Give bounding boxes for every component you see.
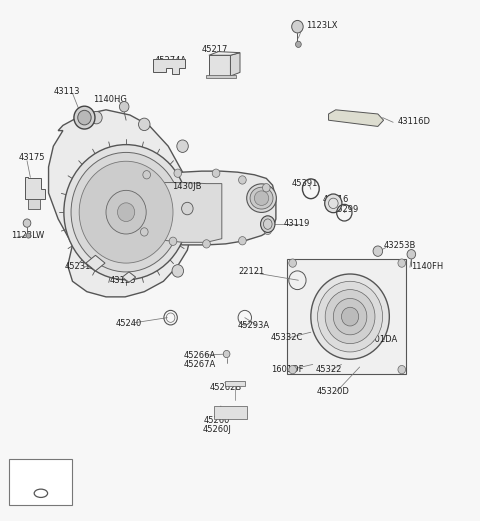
Text: 45320D: 45320D [317, 387, 350, 396]
Text: 45260J: 45260J [203, 425, 231, 434]
Text: 43113: 43113 [53, 87, 80, 96]
Text: 1123LX: 1123LX [306, 21, 337, 30]
Ellipse shape [250, 187, 273, 209]
Polygon shape [225, 381, 245, 386]
Bar [9, 459, 72, 505]
Circle shape [264, 226, 272, 234]
Circle shape [23, 219, 31, 227]
Polygon shape [153, 59, 185, 75]
Circle shape [91, 111, 102, 124]
Bar [28, 199, 40, 208]
Circle shape [239, 237, 246, 245]
Circle shape [177, 140, 188, 153]
Circle shape [174, 169, 181, 177]
Circle shape [341, 307, 359, 326]
Text: 45322: 45322 [315, 365, 342, 374]
Text: 45266A: 45266A [183, 351, 216, 359]
Circle shape [74, 106, 95, 129]
Circle shape [324, 194, 342, 213]
Text: 45293A: 45293A [237, 321, 269, 330]
Circle shape [289, 259, 297, 267]
Polygon shape [209, 52, 240, 55]
Ellipse shape [247, 184, 276, 213]
Polygon shape [214, 406, 247, 419]
Circle shape [325, 290, 375, 344]
Circle shape [106, 190, 146, 234]
Polygon shape [230, 53, 240, 76]
Circle shape [64, 145, 188, 280]
Polygon shape [24, 177, 45, 199]
Circle shape [143, 170, 151, 179]
Circle shape [292, 20, 303, 33]
Text: 45265C: 45265C [24, 472, 56, 481]
Circle shape [78, 110, 91, 125]
Circle shape [333, 299, 367, 335]
Text: 43135: 43135 [109, 276, 136, 285]
Text: 45516: 45516 [323, 195, 349, 204]
Polygon shape [153, 182, 222, 242]
Circle shape [71, 153, 181, 272]
Polygon shape [209, 55, 230, 76]
Text: 1140HG: 1140HG [93, 95, 127, 104]
Text: 1430JB: 1430JB [172, 182, 201, 191]
Circle shape [296, 41, 301, 47]
Text: 1601DA: 1601DA [365, 335, 398, 344]
Polygon shape [86, 255, 105, 271]
Text: 43119: 43119 [283, 219, 310, 228]
Polygon shape [137, 167, 276, 245]
Circle shape [289, 365, 297, 374]
Text: 43253B: 43253B [384, 241, 416, 251]
Text: 45332C: 45332C [271, 333, 303, 342]
Text: 1123LW: 1123LW [11, 231, 45, 240]
Circle shape [118, 203, 135, 221]
Polygon shape [122, 272, 136, 282]
Circle shape [311, 274, 389, 359]
Circle shape [373, 246, 383, 256]
Text: 45274A: 45274A [155, 56, 187, 65]
Text: 43116D: 43116D [398, 117, 431, 126]
Text: 1140FH: 1140FH [411, 262, 444, 271]
Text: 45260: 45260 [204, 416, 230, 425]
Circle shape [139, 118, 150, 131]
Circle shape [120, 102, 129, 112]
Circle shape [26, 233, 31, 238]
Text: 45231A: 45231A [65, 262, 97, 271]
Circle shape [398, 365, 406, 374]
Circle shape [79, 162, 173, 263]
Text: 43175: 43175 [19, 153, 46, 162]
Circle shape [318, 281, 383, 352]
Circle shape [172, 265, 183, 277]
Circle shape [263, 183, 270, 192]
Circle shape [407, 250, 416, 259]
Text: 1601DF: 1601DF [271, 365, 303, 374]
Text: 45391: 45391 [291, 179, 318, 188]
Circle shape [239, 176, 246, 184]
Text: 45240: 45240 [116, 319, 142, 328]
Circle shape [203, 240, 210, 248]
Text: 22121: 22121 [239, 267, 265, 277]
Bar [287, 259, 406, 374]
Ellipse shape [261, 216, 275, 232]
Polygon shape [205, 75, 236, 78]
Text: 45217: 45217 [202, 44, 228, 54]
Polygon shape [48, 110, 192, 297]
Circle shape [141, 228, 148, 236]
Ellipse shape [254, 191, 269, 205]
Circle shape [169, 237, 177, 245]
Circle shape [212, 169, 220, 177]
Text: 45262B: 45262B [209, 383, 242, 392]
Polygon shape [328, 110, 384, 127]
Circle shape [398, 259, 406, 267]
Text: 45267A: 45267A [183, 360, 216, 369]
Circle shape [181, 202, 193, 215]
Circle shape [223, 351, 230, 358]
Text: 45299: 45299 [332, 205, 359, 214]
